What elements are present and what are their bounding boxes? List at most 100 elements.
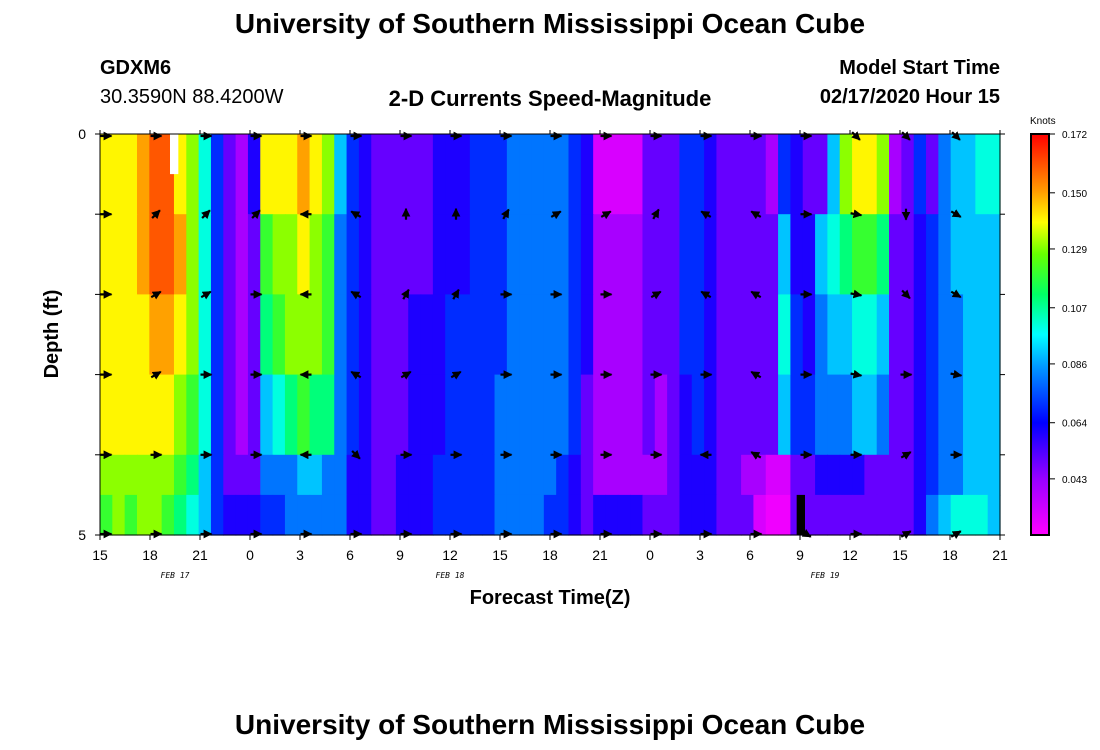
heat-cell [852,494,865,536]
x-tick-label: 15 [492,547,508,563]
heat-cell [358,294,372,376]
heat-cell [100,214,113,295]
heat-cell [728,214,742,295]
heat-cell [716,374,730,456]
heat-cell [852,294,865,376]
heat-cell [815,374,828,456]
heat-cell [531,374,545,456]
x-tick-label: 6 [746,547,754,563]
x-tick-label: 12 [442,547,458,563]
heat-cell [926,294,939,376]
heat-cell [864,214,878,295]
heat-cell [321,134,335,215]
heat-cell [987,494,1001,536]
y-axis-title: Depth (ft) [41,290,63,379]
heat-cell [247,134,261,215]
heat-cell [198,214,212,295]
heat-cell [457,454,471,496]
heat-cell [876,454,890,496]
heat-cell [704,454,718,496]
heat-cell [913,214,927,295]
heat-cell [334,294,348,376]
current-vector-arrow [700,210,712,220]
heat-cell [223,134,237,215]
current-vector-arrow [850,209,863,219]
heat-cell [112,374,126,456]
colorbar-gradient [1030,133,1050,536]
heat-cell [334,134,348,215]
heat-cell [741,134,755,215]
heat-cell [654,494,668,536]
heat-cell [136,454,150,496]
heat-cell [321,374,335,456]
heat-cell [482,454,496,496]
heat-cell [445,134,459,215]
heat-cell [309,494,323,536]
heat-cell [519,294,533,376]
x-tick-label: 9 [796,547,804,563]
heat-cell [494,294,508,376]
heat-cell [210,374,224,456]
heat-cell [112,294,126,376]
y-tick-label: 5 [78,527,86,543]
heat-cell [297,294,311,376]
heat-cell [753,374,767,456]
heat-cell [913,494,927,536]
heat-cell [124,214,138,295]
heat-cell [136,214,150,295]
heat-cell [309,294,323,376]
heat-cell [334,374,348,456]
heat-cell [815,494,828,536]
heat-cell [593,374,607,456]
heat-cell [371,294,385,376]
heat-cell [173,454,187,496]
heat-cell [901,374,915,456]
heat-cell [321,214,335,295]
heat-cell [100,494,113,536]
heat-cell [963,214,976,295]
heat-cell [901,494,915,536]
heat-cell [753,494,767,536]
heat-cell [827,494,841,536]
colorbar: Knots 0.172 0.150 0.129 0.107 0.086 0.064 0.04… [1030,116,1087,536]
heat-cell [876,294,890,376]
heat-cell [457,134,471,215]
heat-cell [667,454,681,496]
heat-cell [124,134,138,215]
heat-cell [827,134,841,215]
heat-cell [297,494,311,536]
heat-cell [272,374,286,456]
heat-cell [987,134,1001,215]
heat-cell [112,214,126,295]
heat-cell [802,294,816,376]
heat-cell [457,294,471,376]
current-vector-arrow [750,370,762,380]
heat-cell [284,374,298,456]
heat-cell [568,374,582,456]
heat-cell [654,454,668,496]
heat-cell [223,374,237,456]
missing-data-cells [170,134,805,535]
heat-cell [235,214,249,295]
heat-cell [716,134,730,215]
heat-cell [889,494,902,536]
heat-cell [136,294,150,376]
heat-cell [124,374,138,456]
heat-cell [284,454,298,496]
current-vectors [100,131,963,540]
current-vector-arrow [750,290,762,300]
heat-cell [568,134,582,215]
model-start-value: 02/17/2020 Hour 15 [819,86,1000,108]
heat-cell [531,214,545,295]
heat-cell [408,374,422,456]
heat-cell [667,134,681,215]
heat-cell [346,454,360,496]
heat-cell [260,454,274,496]
heat-cell [420,134,434,215]
heat-cell [827,374,841,456]
heat-cell [728,454,742,496]
heat-cell [617,294,631,376]
heat-cell [642,214,656,295]
colorbar-unit: Knots [1030,116,1056,127]
heat-cell [753,134,767,215]
